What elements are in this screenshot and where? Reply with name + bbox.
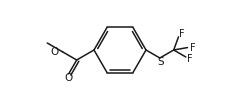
Text: O: O	[65, 73, 73, 83]
Text: S: S	[158, 57, 164, 67]
Text: O: O	[51, 47, 59, 57]
Text: F: F	[187, 54, 193, 64]
Text: F: F	[190, 43, 195, 53]
Text: F: F	[179, 29, 184, 39]
